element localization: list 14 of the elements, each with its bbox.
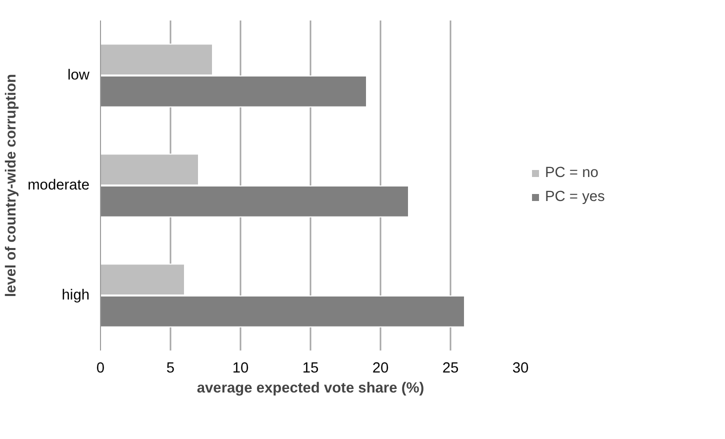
x-tick-label: 25 (442, 360, 459, 376)
x-tick-label: 5 (166, 360, 175, 376)
x-tick-label: 0 (96, 360, 105, 376)
x-tick-label: 20 (372, 360, 389, 376)
x-tick-label: 15 (302, 360, 319, 376)
x-axis-title: average expected vote share (%) (196, 380, 424, 396)
y-tick-label: high (62, 288, 90, 304)
y-axis-title: level of country-wide corruption (4, 74, 20, 298)
legend-label: PC = no (545, 165, 598, 181)
y-tick-label: moderate (28, 178, 90, 194)
x-tick-label: 10 (232, 360, 249, 376)
legend-label: PC = yes (545, 189, 605, 205)
x-tick-label: 30 (512, 360, 529, 376)
y-tick-label: low (68, 68, 90, 84)
